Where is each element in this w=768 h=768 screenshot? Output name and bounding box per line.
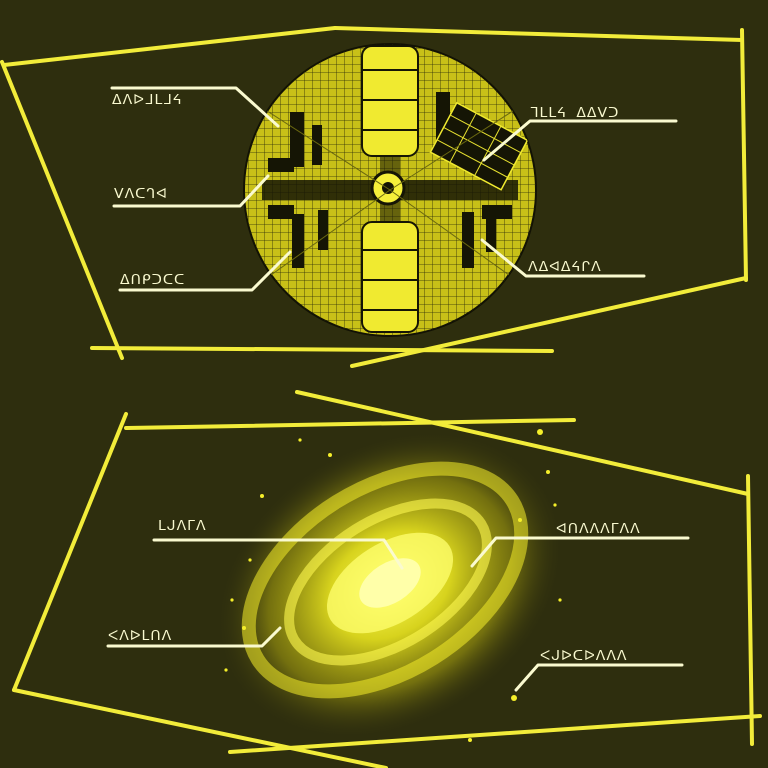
galaxy-label-lower-right: ᐸᒍᐅᑕᐅᐱᐱᐱ [540,648,628,664]
galaxy-panel: ᒪᒍᐱᒥᐱ ᐊᑎᐱᐱᐱᒥᐱᐱ ᐸᐱᐅᒪᑎᐱ ᐸᒍᐅᑕᐅᐱᐱᐱ [12,390,762,768]
galaxy-leader-lines [106,536,690,692]
galaxy-label-lower-left: ᐸᐱᐅᒪᑎᐱ [108,628,172,644]
station-schematic [243,43,537,337]
galaxy-label-upper-right: ᐊᑎᐱᐱᐱᒥᐱᐱ [556,521,641,537]
galaxy-frame [12,390,762,768]
station-labels: ᐃᐱᐅᒧᒪᒧᔦ ᐯᐱᑕᒉᐊ ᐃᑎᑭᑐᑕᑕ ᒣᒪᒪᔦ ᐃᐃᐯᑐ ᐱᐃᐊᐃᔦᒋᐱ [112,92,619,288]
station-panel: ᐃᐱᐅᒧᒪᒧᔦ ᐯᐱᑕᒉᐊ ᐃᑎᑭᑐᑕᑕ ᒣᒪᒪᔦ ᐃᐃᐯᑐ ᐱᐃᐊᐃᔦᒋᐱ [0,26,748,368]
station-label-middle-left: ᐯᐱᑕᒉᐊ [114,186,168,202]
station-label-lower-left: ᐃᑎᑭᑐᑕᑕ [120,272,185,288]
station-label-upper-left: ᐃᐱᐅᒧᒪᒧᔦ [112,92,183,108]
station-leader-lines [110,86,678,292]
station-frame [0,26,748,368]
galaxy-labels: ᒪᒍᐱᒥᐱ ᐊᑎᐱᐱᐱᒥᐱᐱ ᐸᐱᐅᒪᑎᐱ ᐸᒍᐅᑕᐅᐱᐱᐱ [108,518,641,664]
galaxy-image [216,429,564,742]
station-label-upper-right: ᒣᒪᒪᔦ ᐃᐃᐯᑐ [530,105,619,121]
station-label-lower-right: ᐱᐃᐊᐃᔦᒋᐱ [528,259,602,275]
galaxy-label-upper-left: ᒪᒍᐱᒥᐱ [158,518,207,534]
